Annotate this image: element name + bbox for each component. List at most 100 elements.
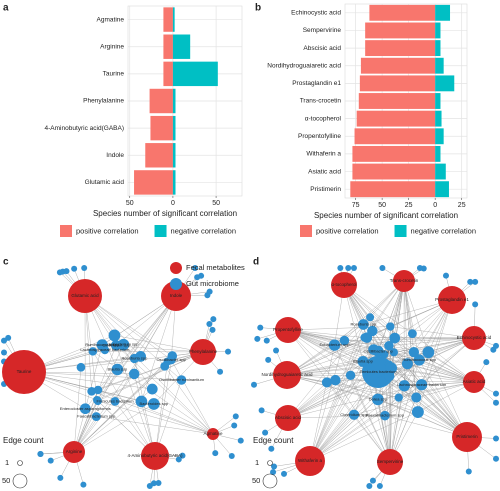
- microbe-label: Roseburia spp: [122, 355, 149, 360]
- metabolite-label: α-tocopherol: [331, 282, 356, 287]
- edge: [334, 345, 391, 463]
- microbe-node: [493, 455, 499, 462]
- bar: [172, 115, 176, 141]
- bar: [435, 22, 441, 39]
- bar: [354, 128, 436, 145]
- edge: [287, 329, 422, 385]
- microbe-node: [265, 356, 272, 363]
- bar: [352, 163, 436, 180]
- microbe-node: [442, 272, 449, 279]
- metabolite-label: Abscisic acid: [275, 415, 302, 420]
- edge: [309, 337, 365, 462]
- microbe-node: [361, 332, 373, 343]
- edge: [335, 380, 468, 438]
- edge: [286, 374, 378, 400]
- edge: [286, 374, 417, 398]
- microbe-node: [465, 468, 472, 475]
- legend-label: Gut microbiome: [186, 279, 239, 288]
- edge: [286, 337, 395, 376]
- microbe-node: [358, 319, 369, 330]
- microbe-node: [91, 412, 101, 422]
- edge: [334, 344, 468, 438]
- microbe-node: [411, 392, 422, 403]
- microbe-label: Eubacterium spp: [320, 342, 351, 347]
- microbe-node: [472, 278, 479, 285]
- microbe-node: [493, 435, 499, 442]
- edge: [286, 324, 364, 376]
- edge: [73, 367, 82, 453]
- microbe-node: [93, 385, 103, 395]
- edge: [92, 351, 156, 457]
- bar: [435, 4, 451, 21]
- metabolite-node: [190, 339, 216, 365]
- microbe-node: [380, 350, 389, 359]
- legend-label: positive correlation: [76, 226, 139, 235]
- x-tick-label: 25: [458, 202, 466, 209]
- edge: [114, 335, 204, 353]
- microbe-node: [135, 395, 148, 408]
- microbe-node: [357, 355, 369, 367]
- legend-node: [170, 262, 182, 274]
- edge: [381, 381, 468, 438]
- panel-label: c: [3, 257, 9, 268]
- edge-legend-title: Edge count: [253, 436, 294, 445]
- edge: [92, 351, 204, 353]
- x-tick-label: 50: [126, 200, 134, 207]
- microbe-node: [1, 349, 7, 356]
- edge: [309, 340, 345, 462]
- edge: [363, 324, 391, 463]
- edge: [428, 352, 468, 438]
- microbe-node: [350, 265, 357, 271]
- y-tick-label: Nordihydroguaiaretic acid: [267, 62, 341, 69]
- bar: [435, 93, 441, 109]
- microbe-node: [369, 477, 376, 484]
- edge: [407, 363, 468, 438]
- metabolite-node: [68, 279, 102, 313]
- legend-label: Fecal metabolites: [186, 263, 245, 272]
- x-tick-label: 25: [405, 202, 413, 209]
- microbe-label: Ruminococcus spp: [85, 342, 120, 347]
- edge: [309, 317, 371, 462]
- metabolite-label: Arginine: [66, 449, 83, 454]
- microbe-node: [206, 288, 213, 295]
- metabolite-node: [393, 270, 415, 292]
- edge: [286, 317, 371, 376]
- edge: [309, 345, 335, 462]
- microbe-node: [379, 265, 386, 271]
- edge: [287, 329, 429, 353]
- microbe-label: Roseburia spp: [350, 322, 377, 327]
- edge: [377, 381, 475, 400]
- edge: [334, 280, 405, 346]
- microbe-node: [386, 322, 395, 331]
- bar: [435, 57, 444, 74]
- edge: [350, 375, 391, 463]
- microbe-node: [376, 376, 387, 387]
- metabolite-node: [463, 371, 485, 393]
- edge: [73, 369, 118, 453]
- microbe-node: [345, 370, 356, 381]
- edge: [390, 326, 475, 339]
- microbe-node: [263, 337, 270, 344]
- metabolite-node: [295, 446, 325, 476]
- edge: [96, 351, 204, 401]
- edge: [373, 349, 475, 383]
- bar: [145, 143, 173, 168]
- microbe-node: [415, 379, 428, 391]
- x-axis-title: Species number of significant correlatio…: [314, 211, 458, 220]
- microbe-node: [37, 450, 44, 457]
- microbe-node: [372, 393, 384, 406]
- metabolite-label: Withaferin a: [298, 458, 323, 463]
- microbe-node: [56, 269, 63, 276]
- edge-legend-symbol: [262, 473, 278, 489]
- microbe-node: [328, 339, 341, 351]
- edge: [407, 363, 475, 383]
- y-tick-label: Echinocystic acid: [291, 10, 341, 17]
- bar: [172, 88, 176, 114]
- edge-legend-symbol: [267, 460, 273, 466]
- microbe-node: [493, 399, 499, 406]
- microbe-node: [231, 422, 238, 429]
- microbe-node: [467, 278, 474, 285]
- edge: [389, 359, 420, 463]
- edge: [343, 284, 413, 334]
- microbe-label: Firmicutes bacterium: [96, 398, 134, 403]
